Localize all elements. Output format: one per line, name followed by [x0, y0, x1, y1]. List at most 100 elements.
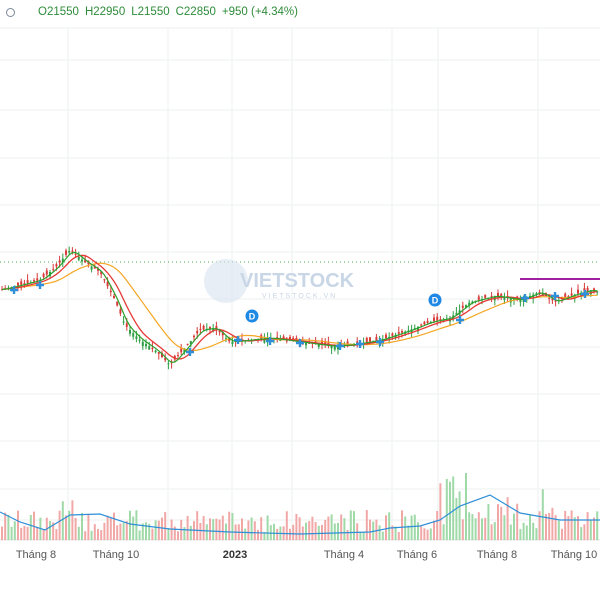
plus-marker [356, 340, 364, 348]
volume-bar [436, 511, 439, 540]
volume-bar [29, 514, 32, 540]
chart-settings-icon[interactable] [4, 5, 18, 19]
volume-bar [23, 525, 26, 540]
candle-body [100, 271, 103, 275]
volume-bar [506, 497, 509, 540]
volume-bar [397, 531, 400, 540]
plus-marker [10, 286, 18, 294]
candle-body [215, 325, 218, 330]
x-tick-label: Tháng 10 [93, 549, 139, 561]
candle-body [183, 348, 186, 353]
volume-bar [359, 531, 362, 540]
volume-bar [529, 514, 531, 540]
volume-bar [465, 472, 467, 540]
volume-bar [343, 518, 346, 540]
volume-bar [55, 529, 58, 540]
volume-bar [183, 527, 186, 540]
candle-body [42, 273, 45, 278]
volume-bar [314, 522, 317, 540]
watermark-subtext: VIETSTOCK.VN [262, 293, 337, 300]
candle-body [436, 316, 439, 321]
candle-body [20, 281, 23, 285]
candle-body [317, 344, 320, 347]
volume-bar [292, 524, 295, 540]
volume-bar [132, 516, 135, 540]
volume-bar [196, 511, 199, 540]
plus-marker [521, 294, 529, 302]
candle-body [81, 259, 83, 262]
candle-body [417, 326, 419, 332]
volume-bar [241, 518, 243, 540]
volume-bar [541, 489, 544, 540]
volume-bar [311, 516, 314, 540]
volume-bar [452, 476, 455, 540]
volume-bar [97, 528, 99, 540]
candle-body [209, 327, 211, 329]
candle-body [103, 279, 106, 281]
volume-bar [250, 517, 253, 540]
volume-bar [4, 512, 7, 540]
volume-bar [554, 515, 557, 540]
candle-body [90, 266, 93, 270]
dividend-marker [428, 293, 442, 307]
volume-bar [65, 515, 67, 540]
volume-bar [589, 520, 592, 540]
volume-bar [404, 516, 407, 540]
volume-bar [81, 512, 83, 540]
volume-bar [362, 531, 365, 540]
candle-body [321, 340, 323, 345]
dividend-marker-label: D [249, 311, 256, 321]
volume-bar [1, 526, 3, 540]
volume-bar [401, 510, 403, 540]
volume-bar [209, 518, 211, 540]
volume-bar [391, 525, 394, 540]
volume-bar [337, 522, 339, 540]
volume-bar [49, 521, 51, 540]
candle-body [23, 283, 26, 285]
volume-bar [407, 525, 410, 540]
candle-body [33, 280, 35, 282]
candle-body [141, 341, 144, 347]
candle-body [327, 341, 330, 346]
volume-bar [580, 527, 583, 540]
volume-bar [321, 524, 323, 540]
candle-body [586, 287, 589, 291]
volume-bar [394, 526, 397, 540]
candle-body [84, 259, 87, 263]
x-tick-label: Tháng 8 [16, 549, 56, 561]
volume-bar [445, 478, 448, 540]
candle-body [375, 336, 378, 341]
volume-bar [525, 525, 528, 540]
volume-bar [74, 517, 77, 540]
volume-bar [503, 515, 506, 540]
candle-body [522, 298, 525, 302]
volume-bar [420, 526, 423, 540]
volume-bar [573, 517, 576, 540]
volume-bar [516, 503, 519, 540]
volume-bar [58, 510, 61, 540]
candle-body [1, 289, 3, 291]
volume-bar [285, 511, 288, 540]
candle-body [145, 344, 147, 347]
candle-body [324, 341, 327, 346]
volume-bar [461, 519, 464, 540]
volume-bar [253, 521, 256, 540]
watermark-text: VIETSTOCK [240, 270, 355, 292]
volume-bar [458, 491, 461, 540]
volume-bar [154, 520, 157, 540]
candle-body [186, 343, 189, 345]
candle-body [477, 296, 480, 300]
volume-bar [388, 512, 391, 540]
volume-bar [218, 519, 221, 540]
plus-marker [581, 290, 589, 298]
volume-bar [42, 530, 45, 540]
candle-body [113, 296, 115, 299]
candle-body [196, 330, 199, 334]
candle-body [132, 333, 135, 337]
volume-bar [273, 523, 275, 540]
candle-body [77, 257, 80, 260]
candle-body [65, 250, 67, 255]
volume-bar [17, 510, 19, 540]
ohlc-close: C22850 [175, 6, 216, 18]
